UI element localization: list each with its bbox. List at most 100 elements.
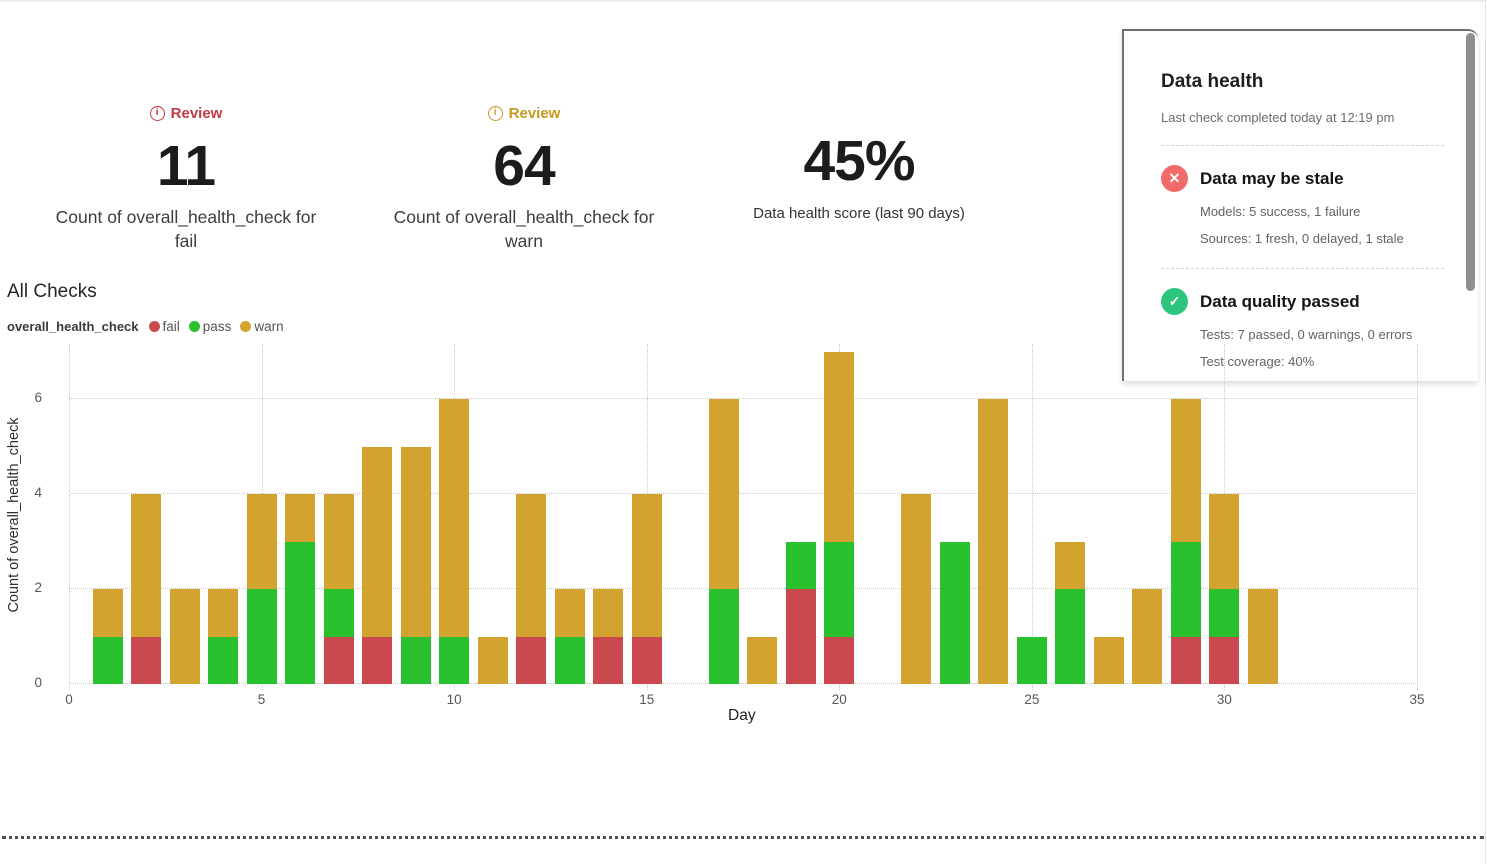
- bar-segment-warn-day-13[interactable]: [554, 589, 585, 637]
- bar-segment-pass-day-5[interactable]: [246, 589, 277, 684]
- metric-warn-review-badge[interactable]: i Review: [487, 103, 561, 123]
- bar-segment-warn-day-1[interactable]: [92, 589, 123, 637]
- y-tick-label-6: 6: [34, 390, 42, 405]
- bar-segment-pass-day-7[interactable]: [323, 589, 354, 637]
- gridline-x-35: [1417, 344, 1418, 690]
- legend-item-fail[interactable]: fail: [148, 319, 180, 334]
- bar-segment-fail-day-7[interactable]: [323, 636, 354, 684]
- pass-dot-icon: [188, 321, 200, 332]
- x-axis-title: Day: [728, 707, 756, 724]
- bar-segment-pass-day-23[interactable]: [939, 541, 970, 684]
- section-title: Data may be stale: [1200, 168, 1344, 188]
- x-tick-label-15: 15: [639, 692, 655, 707]
- section-detail: Test coverage: 40%: [1200, 354, 1315, 369]
- section-title: Data quality passed: [1200, 291, 1360, 311]
- bar-segment-fail-day-19[interactable]: [785, 589, 816, 684]
- warn-dot-icon: [240, 321, 252, 332]
- legend-item-warn[interactable]: warn: [240, 319, 284, 334]
- bar-segment-fail-day-12[interactable]: [516, 636, 547, 684]
- bar-segment-warn-day-7[interactable]: [323, 494, 354, 589]
- data-health-panel: Data health Last check completed today a…: [1122, 29, 1478, 381]
- bar-segment-pass-day-4[interactable]: [208, 636, 239, 684]
- bar-segment-pass-day-10[interactable]: [439, 636, 470, 684]
- bar-segment-warn-day-31[interactable]: [1247, 589, 1278, 684]
- bar-segment-warn-day-5[interactable]: [246, 494, 277, 589]
- x-tick-label-25: 25: [1024, 692, 1040, 707]
- bar-segment-fail-day-29[interactable]: [1170, 636, 1201, 684]
- bar-segment-pass-day-9[interactable]: [400, 636, 431, 684]
- x-tick-label-20: 20: [831, 692, 847, 707]
- bar-segment-warn-day-26[interactable]: [1055, 541, 1086, 589]
- check-circle-icon: ✓: [1161, 288, 1188, 315]
- bar-segment-warn-day-9[interactable]: [400, 446, 431, 637]
- gridline-x-0: [69, 344, 70, 690]
- bar-segment-warn-day-8[interactable]: [362, 446, 393, 637]
- panel-divider: [1161, 145, 1444, 146]
- bar-segment-warn-day-4[interactable]: [208, 589, 239, 637]
- health-section-quality: ✓ Data quality passed Tests: 7 passed, 0…: [1161, 288, 1444, 369]
- bar-segment-pass-day-1[interactable]: [92, 636, 123, 684]
- bar-segment-fail-day-15[interactable]: [631, 636, 662, 684]
- metric-warn-count: i Review 64 Count of overall_health_chec…: [373, 102, 675, 253]
- bar-segment-pass-day-30[interactable]: [1209, 589, 1240, 637]
- metric-health-score: 45% Data health score (last 90 days): [706, 130, 1012, 226]
- panel-divider: [1161, 268, 1444, 269]
- bar-segment-fail-day-20[interactable]: [824, 636, 855, 684]
- bar-segment-warn-day-6[interactable]: [285, 494, 316, 542]
- info-icon: i: [149, 105, 165, 121]
- bar-segment-warn-day-10[interactable]: [439, 399, 470, 637]
- legend-label: pass: [202, 319, 232, 334]
- bar-segment-warn-day-29[interactable]: [1170, 399, 1201, 542]
- plot-area: [69, 344, 1419, 690]
- bar-segment-warn-day-12[interactable]: [516, 494, 547, 637]
- x-tick-label-5: 5: [257, 692, 266, 707]
- metric-fail-label: Count of overall_health_check for fail: [55, 207, 317, 251]
- bar-segment-warn-day-22[interactable]: [901, 494, 932, 684]
- bar-segment-pass-day-20[interactable]: [824, 541, 855, 637]
- panel-scrollbar[interactable]: [1466, 33, 1475, 291]
- metric-fail-count: i Review 11 Count of overall_health_chec…: [36, 102, 336, 253]
- bar-segment-warn-day-28[interactable]: [1132, 589, 1163, 684]
- bar-segment-warn-day-17[interactable]: [708, 399, 739, 589]
- bar-segment-fail-day-30[interactable]: [1209, 636, 1240, 684]
- gridline-y-2: [69, 588, 1418, 589]
- metric-fail-value: 11: [156, 134, 216, 198]
- bar-segment-warn-day-2[interactable]: [131, 494, 162, 637]
- bar-segment-pass-day-25[interactable]: [1016, 636, 1047, 684]
- bar-segment-warn-day-14[interactable]: [593, 589, 624, 637]
- legend-item-pass[interactable]: pass: [188, 319, 232, 334]
- bar-segment-pass-day-6[interactable]: [285, 541, 316, 684]
- x-tick-label-0: 0: [65, 692, 73, 707]
- chart-legend: overall_health_check fail pass warn: [7, 319, 284, 334]
- section-detail: Tests: 7 passed, 0 warnings, 0 errors: [1200, 327, 1413, 342]
- bar-segment-warn-day-18[interactable]: [747, 636, 778, 684]
- metric-warn-label: Count of overall_health_check for warn: [393, 207, 655, 251]
- bar-segment-pass-day-19[interactable]: [785, 541, 816, 589]
- section-detail: Sources: 1 fresh, 0 delayed, 1 stale: [1200, 231, 1404, 246]
- bar-segment-fail-day-8[interactable]: [362, 636, 393, 684]
- bar-segment-fail-day-14[interactable]: [593, 636, 624, 684]
- bar-segment-pass-day-13[interactable]: [554, 636, 585, 684]
- bar-segment-warn-day-27[interactable]: [1093, 636, 1124, 684]
- review-label: Review: [170, 104, 223, 122]
- bar-segment-pass-day-26[interactable]: [1055, 589, 1086, 684]
- bar-segment-warn-day-24[interactable]: [978, 399, 1009, 684]
- metric-fail-review-badge[interactable]: i Review: [149, 103, 223, 123]
- review-label: Review: [508, 104, 561, 122]
- bar-segment-fail-day-2[interactable]: [131, 636, 162, 684]
- metric-warn-value: 64: [493, 134, 555, 198]
- bar-segment-pass-day-29[interactable]: [1170, 541, 1201, 637]
- info-icon: i: [487, 105, 503, 121]
- bar-segment-warn-day-15[interactable]: [631, 494, 662, 637]
- y-tick-label-0: 0: [34, 675, 42, 690]
- bar-segment-warn-day-11[interactable]: [477, 636, 508, 684]
- bar-segment-warn-day-30[interactable]: [1209, 494, 1240, 589]
- y-tick-label-2: 2: [34, 580, 42, 595]
- gridline-y-6: [69, 398, 1418, 399]
- legend-series-title: overall_health_check: [7, 319, 139, 334]
- bar-segment-pass-day-17[interactable]: [708, 589, 739, 684]
- panel-title: Data health: [1161, 71, 1264, 92]
- bar-segment-warn-day-3[interactable]: [169, 589, 200, 684]
- bar-segment-warn-day-20[interactable]: [824, 351, 855, 542]
- gridline-y-0: [69, 683, 1418, 684]
